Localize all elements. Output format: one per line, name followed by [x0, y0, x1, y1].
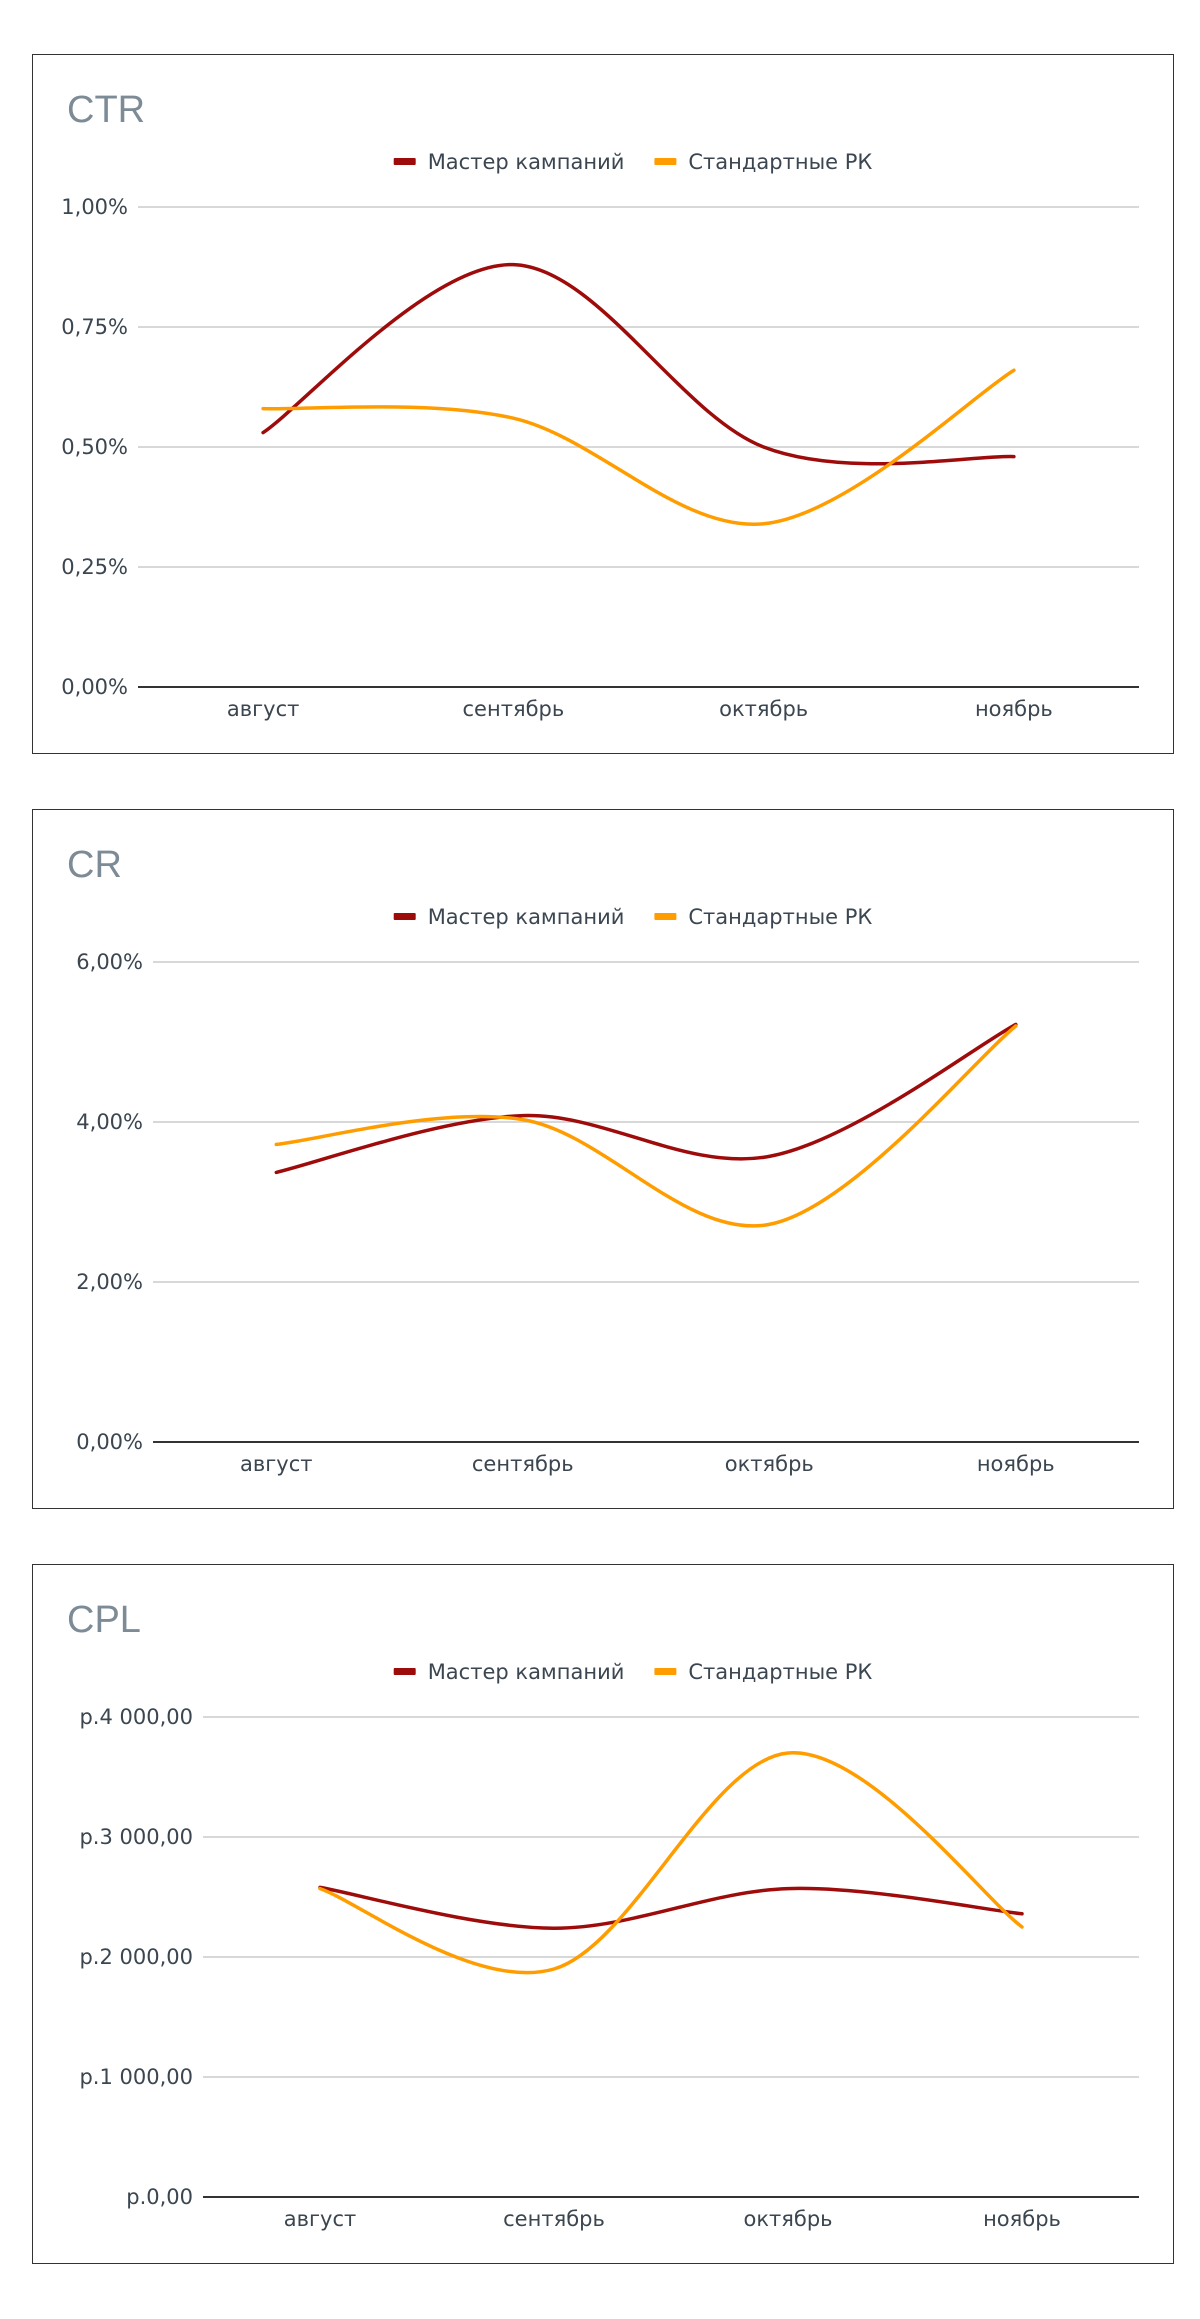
ctr-x-tick-label: август: [227, 697, 300, 721]
ctr-legend-swatch-1: [393, 158, 416, 165]
cpl-legend-label-2: Стандартные РК: [688, 1660, 872, 1684]
ctr-x-tick-label: сентябрь: [463, 697, 565, 721]
ctr-y-tick-label: 0,50%: [61, 435, 128, 459]
cpl-chart-title: CPL: [67, 1599, 141, 1641]
ctr-legend: Мастер кампаний Стандартные РК: [393, 150, 872, 174]
cpl-x-tick-label: октябрь: [743, 2207, 832, 2231]
cr-legend: Мастер кампаний Стандартные РК: [393, 905, 872, 929]
cr-chart: CR Мастер кампаний Стандартные РК 0,00% 2,00…: [67, 844, 1139, 1476]
cr-y-tick-label: 6,00%: [76, 950, 143, 974]
ctr-y-tick-label: 1,00%: [61, 195, 128, 219]
cpl-series-line-1: [318, 1885, 1024, 1930]
cpl-legend-label-1: Мастер кампаний: [428, 1660, 625, 1684]
cpl-legend-swatch-2: [654, 1668, 677, 1675]
cr-x-tick-label: ноябрь: [977, 1452, 1055, 1476]
cpl-y-tick-label: р.4 000,00: [79, 1705, 193, 1729]
ctr-y-tick-label: 0,75%: [61, 315, 128, 339]
ctr-series-line-1: [261, 262, 1016, 466]
cpl-x-tick-label: сентябрь: [503, 2207, 605, 2231]
ctr-x-tick-label: октябрь: [719, 697, 808, 721]
cr-legend-label-1: Мастер кампаний: [428, 905, 625, 929]
cr-chart-title: CR: [67, 844, 122, 886]
ctr-x-tick-label: ноябрь: [975, 697, 1053, 721]
cr-chart-card: CR Мастер кампаний Стандартные РК 0,00% 2,00…: [32, 809, 1174, 1509]
cr-series-line-2: [274, 1024, 1018, 1228]
cpl-y-tick-label: р.1 000,00: [79, 2065, 193, 2089]
cpl-legend: Мастер кампаний Стандартные РК: [393, 1660, 872, 1684]
ctr-legend-label-2: Стандартные РК: [688, 150, 872, 174]
ctr-series-line-2: [261, 368, 1016, 526]
cpl-chart-card: CPL Мастер кампаний Стандартные РК р.0,00 р.…: [32, 1564, 1174, 2264]
cpl-y-tick-label: р.0,00: [126, 2185, 193, 2209]
cr-y-tick-label: 0,00%: [76, 1430, 143, 1454]
cr-y-tick-label: 4,00%: [76, 1110, 143, 1134]
ctr-chart-card: CTR Мастер кампаний Стандартные РК 0,00% 0,2…: [32, 54, 1174, 754]
cr-y-tick-label: 2,00%: [76, 1270, 143, 1294]
cpl-chart: CPL Мастер кампаний Стандартные РК р.0,00 р.…: [67, 1599, 1139, 2231]
cpl-x-tick-label: август: [284, 2207, 357, 2231]
ctr-y-tick-label: 0,00%: [61, 675, 128, 699]
cr-x-tick-label: август: [240, 1452, 313, 1476]
ctr-legend-swatch-2: [654, 158, 677, 165]
ctr-chart: CTR Мастер кампаний Стандартные РК 0,00% 0,2…: [61, 89, 1139, 721]
cr-legend-label-2: Стандартные РК: [688, 905, 872, 929]
cpl-legend-swatch-1: [393, 1668, 416, 1675]
cr-series-line-1: [274, 1022, 1018, 1175]
cpl-y-tick-label: р.3 000,00: [79, 1825, 193, 1849]
cr-legend-swatch-2: [654, 913, 677, 920]
cpl-x-tick-label: ноябрь: [983, 2207, 1061, 2231]
cpl-y-tick-label: р.2 000,00: [79, 1945, 193, 1969]
ctr-chart-title: CTR: [67, 89, 145, 131]
ctr-y-tick-label: 0,25%: [61, 555, 128, 579]
cr-x-tick-label: сентябрь: [472, 1452, 574, 1476]
cpl-series-line-2: [318, 1751, 1024, 1975]
ctr-legend-label-1: Мастер кампаний: [428, 150, 625, 174]
cr-x-tick-label: октябрь: [725, 1452, 814, 1476]
cr-legend-swatch-1: [393, 913, 416, 920]
